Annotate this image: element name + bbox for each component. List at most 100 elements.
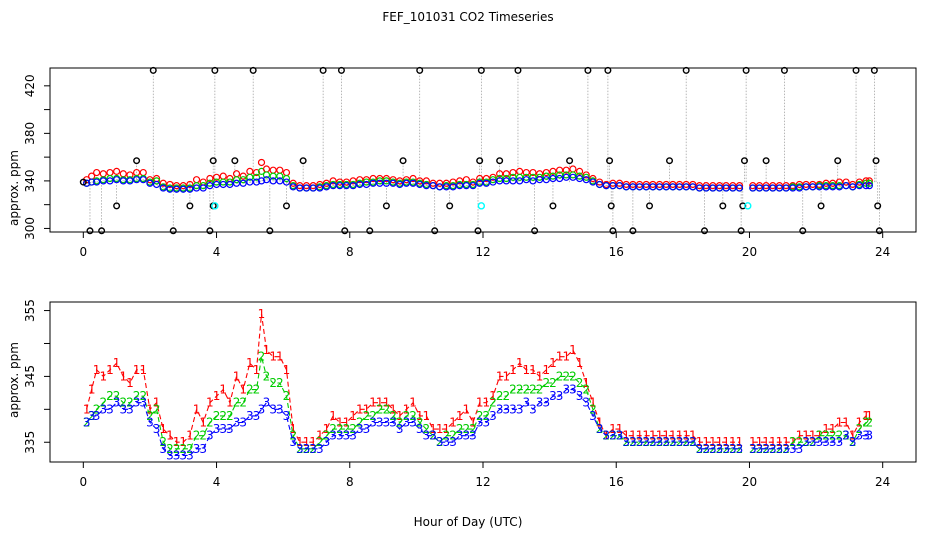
red-point xyxy=(822,179,830,187)
series-2-marker: 2 xyxy=(822,429,830,443)
series-1-marker: 1 xyxy=(443,422,451,436)
series-3-marker: 3 xyxy=(702,442,710,456)
series-1-marker: 1 xyxy=(416,409,424,423)
red-point xyxy=(502,170,510,178)
red-point xyxy=(755,182,764,190)
blue-point xyxy=(126,177,134,185)
series-2-marker: 2 xyxy=(369,409,377,423)
series-1-marker: 1 xyxy=(403,402,411,416)
red-point xyxy=(516,167,524,175)
blue-point xyxy=(655,183,664,191)
green-point xyxy=(865,179,873,187)
series-3-marker: 3 xyxy=(696,442,704,456)
series-3-marker: 3 xyxy=(576,389,584,403)
red-point xyxy=(356,176,364,184)
series-3-marker: 3 xyxy=(596,422,604,436)
series-line xyxy=(256,180,262,183)
series-3-marker: 3 xyxy=(126,402,134,416)
series-1-marker: 1 xyxy=(179,435,187,449)
green-point xyxy=(496,174,504,183)
series-2-marker: 2 xyxy=(709,442,717,456)
blue-point xyxy=(199,184,207,192)
series-2-marker: 2 xyxy=(516,383,524,397)
series-3-marker: 3 xyxy=(762,442,770,456)
series-1-marker: 1 xyxy=(119,369,127,383)
outlier-point xyxy=(266,227,274,235)
series-3-marker: 3 xyxy=(469,429,477,443)
blue-point xyxy=(542,176,550,184)
series-1-marker: 1 xyxy=(502,369,510,383)
series-2-marker: 2 xyxy=(159,435,167,449)
outlier-point xyxy=(762,157,770,165)
series-1-marker: 1 xyxy=(166,429,174,443)
series-2-marker: 2 xyxy=(616,429,624,443)
blue-point xyxy=(376,179,384,187)
red-point xyxy=(562,166,570,174)
series-1-marker: 1 xyxy=(253,363,261,377)
series-line xyxy=(261,179,267,182)
series-2-marker: 2 xyxy=(309,442,317,456)
series-2-marker: 2 xyxy=(609,429,617,443)
series-2-marker: 2 xyxy=(389,409,397,423)
series-1-marker: 1 xyxy=(429,422,437,436)
series-1-marker: 1 xyxy=(389,402,397,416)
red-point xyxy=(722,182,730,190)
blue-point xyxy=(609,182,617,190)
green-point xyxy=(562,171,570,179)
series-1-marker: 1 xyxy=(696,435,704,449)
series-3-marker: 3 xyxy=(93,409,101,423)
blue-point xyxy=(622,183,630,191)
series-2-marker: 2 xyxy=(133,389,141,403)
series-3-marker: 3 xyxy=(139,396,147,410)
series-3-marker: 3 xyxy=(309,442,317,456)
outlier-point xyxy=(817,202,825,210)
red-point xyxy=(715,182,724,190)
x-tick-label: 4 xyxy=(213,245,221,259)
series-2-marker: 2 xyxy=(126,396,134,410)
series-1-marker: 1 xyxy=(582,376,590,390)
series-2-marker: 2 xyxy=(186,442,194,456)
series-1-marker: 1 xyxy=(702,435,710,449)
series-2-marker: 2 xyxy=(193,429,201,443)
series-3-marker: 3 xyxy=(329,429,337,443)
red-point xyxy=(529,168,537,177)
x-tick-label: 20 xyxy=(742,475,757,489)
blue-point xyxy=(849,183,857,191)
outlier-point xyxy=(874,202,882,210)
blue-point xyxy=(139,176,147,184)
green-point xyxy=(219,178,227,186)
series-3-marker: 3 xyxy=(316,442,324,456)
outlier-point xyxy=(700,227,708,235)
outlier-point xyxy=(186,202,194,210)
red-point xyxy=(362,176,371,184)
blue-point xyxy=(762,184,770,192)
red-point xyxy=(496,170,504,178)
series-3-marker: 3 xyxy=(296,442,304,456)
blue-point xyxy=(562,173,570,181)
green-point xyxy=(269,172,277,180)
blue-point xyxy=(795,184,804,192)
red-point xyxy=(809,180,817,189)
blue-point xyxy=(809,183,817,191)
blue-point xyxy=(316,184,324,192)
outlier-point xyxy=(416,66,424,74)
blue-point xyxy=(416,180,424,189)
series-1-marker: 1 xyxy=(226,396,234,410)
green-point xyxy=(582,173,590,181)
series-3-marker: 3 xyxy=(239,415,247,429)
series-2-marker: 2 xyxy=(119,396,127,410)
series-3-marker: 3 xyxy=(106,402,114,416)
red-point xyxy=(582,171,590,179)
outlier-point xyxy=(609,227,617,235)
series-2-marker: 2 xyxy=(416,415,424,429)
series-3-marker: 3 xyxy=(206,429,214,443)
series-2-marker: 2 xyxy=(816,429,824,443)
green-point xyxy=(262,171,271,179)
green-point xyxy=(509,173,517,181)
blue-point xyxy=(702,184,710,192)
series-2-marker: 2 xyxy=(88,409,96,423)
series-2-marker: 2 xyxy=(782,442,790,456)
blue-point xyxy=(462,182,470,190)
y-tick-label: 340 xyxy=(23,169,37,192)
red-point xyxy=(476,174,484,183)
